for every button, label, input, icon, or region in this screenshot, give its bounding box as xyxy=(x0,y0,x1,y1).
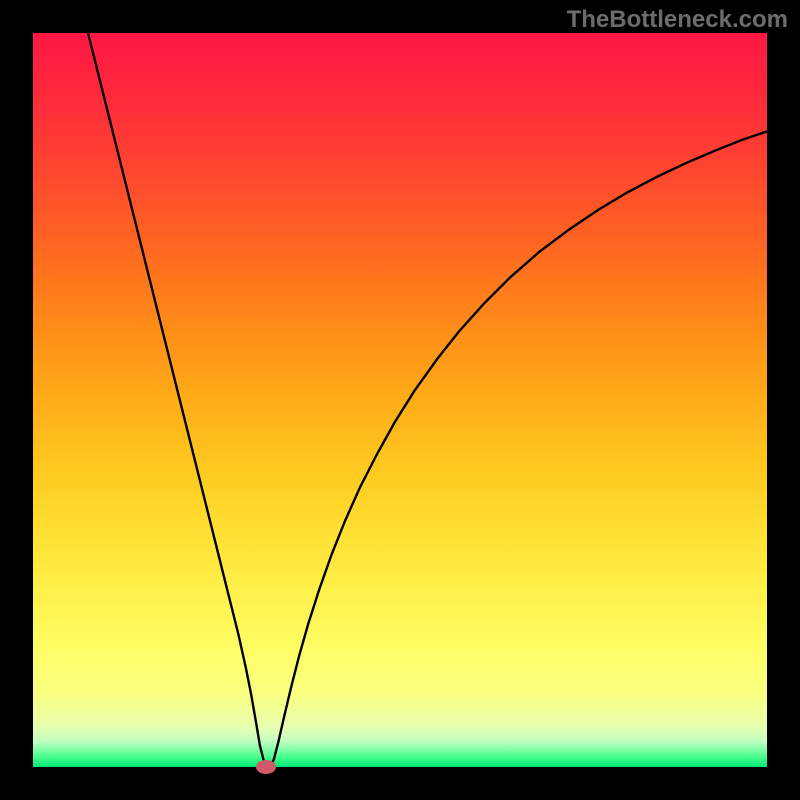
watermark-text: TheBottleneck.com xyxy=(567,6,788,34)
gradient-background xyxy=(33,33,767,767)
plot-area xyxy=(33,33,767,767)
chart-svg xyxy=(33,33,767,767)
min-marker xyxy=(256,760,276,774)
